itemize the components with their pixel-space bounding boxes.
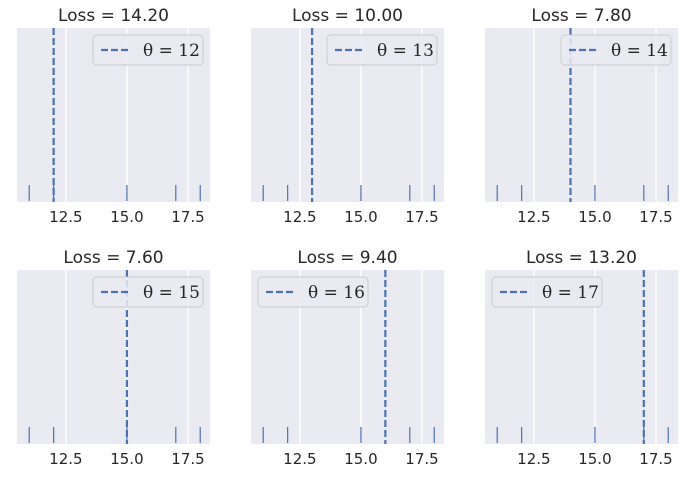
legend-box	[92, 34, 204, 66]
x-tick-label: 17.5	[405, 450, 438, 468]
legend-box	[257, 276, 369, 308]
subplot-4: 12.5 15.0 17.5 Loss = 7.60 θ = 15	[17, 248, 210, 468]
x-tick-label: 17.5	[405, 208, 438, 226]
x-tick-label: 17.5	[171, 450, 204, 468]
x-tick-label: 15.0	[344, 450, 377, 468]
legend-label: θ = 16	[308, 283, 365, 303]
subplot-6: 12.5 15.0 17.5 Loss = 13.20 θ = 17	[485, 248, 678, 468]
x-tick-label: 12.5	[49, 208, 82, 226]
legend-box	[326, 34, 438, 66]
legend-box	[92, 276, 204, 308]
legend: θ = 14	[560, 34, 672, 66]
x-tick-label: 12.5	[49, 450, 82, 468]
legend-label: θ = 14	[611, 41, 668, 61]
x-tick-label: 12.5	[283, 208, 316, 226]
legend: θ = 17	[491, 276, 603, 308]
subplot-title: Loss = 14.20	[58, 6, 169, 26]
legend-label: θ = 12	[143, 41, 200, 61]
legend-label: θ = 17	[542, 283, 599, 303]
legend: θ = 12	[92, 34, 204, 66]
subplot-title: Loss = 13.20	[526, 248, 637, 268]
x-tick-label: 15.0	[110, 208, 143, 226]
subplot-2: 12.5 15.0 17.5 Loss = 10.00 θ = 13	[251, 6, 444, 226]
subplot-3: 12.5 15.0 17.5 Loss = 7.80 θ = 14	[485, 6, 678, 226]
legend-label: θ = 15	[143, 283, 200, 303]
subplot-1: 12.5 15.0 17.5 Loss = 14.20 θ = 12	[17, 6, 210, 226]
x-tick-label: 15.0	[578, 208, 611, 226]
x-tick-label: 12.5	[283, 450, 316, 468]
legend: θ = 15	[92, 276, 204, 308]
x-tick-label: 12.5	[517, 450, 550, 468]
x-tick-label: 12.5	[517, 208, 550, 226]
x-tick-label: 15.0	[344, 208, 377, 226]
legend-box	[560, 34, 672, 66]
legend-label: θ = 13	[377, 41, 434, 61]
subplot-title: Loss = 9.40	[297, 248, 397, 268]
legend: θ = 16	[257, 276, 369, 308]
legend: θ = 13	[326, 34, 438, 66]
subplot-title: Loss = 7.60	[63, 248, 163, 268]
x-tick-label: 15.0	[110, 450, 143, 468]
x-tick-label: 17.5	[639, 208, 672, 226]
x-tick-label: 17.5	[639, 450, 672, 468]
legend-box	[491, 276, 603, 308]
subplot-5: 12.5 15.0 17.5 Loss = 9.40 θ = 16	[251, 248, 444, 468]
x-tick-label: 15.0	[578, 450, 611, 468]
subplot-title: Loss = 7.80	[531, 6, 631, 26]
subplot-title: Loss = 10.00	[292, 6, 403, 26]
x-tick-label: 17.5	[171, 208, 204, 226]
